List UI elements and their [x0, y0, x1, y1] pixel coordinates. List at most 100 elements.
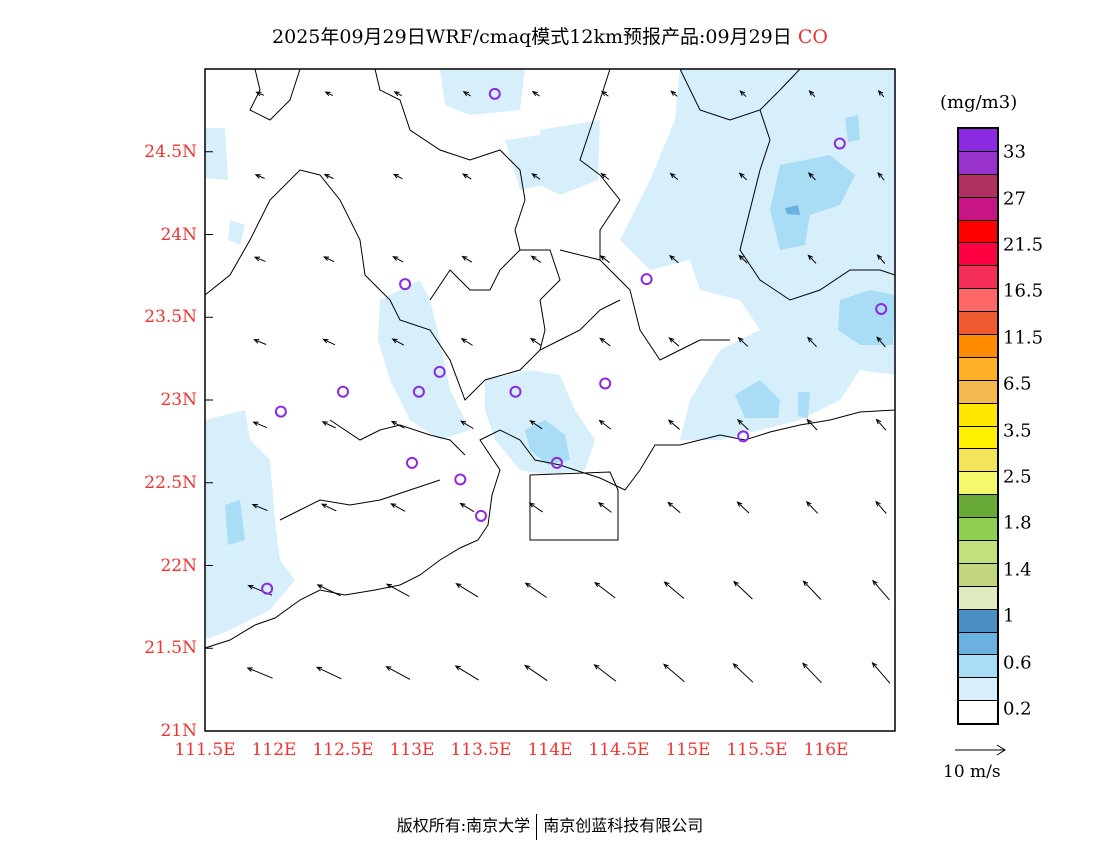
wind-arrow: [668, 337, 680, 347]
station-marker: [399, 278, 412, 291]
wind-arrow: [322, 338, 336, 346]
wind-arrow: [663, 581, 685, 599]
wind-arrow: [253, 339, 267, 345]
wind-arrow: [594, 581, 616, 599]
wind-arrow: [877, 89, 885, 98]
colorbar-swatch: [959, 289, 997, 313]
wind-arrow: [524, 664, 548, 682]
wind-arrow: [670, 90, 678, 97]
colorbar-swatch: [959, 197, 997, 221]
colorbar-swatch: [959, 586, 997, 610]
copyright-right: 南京创蓝科技有限公司: [543, 816, 704, 835]
lat-label: 22N: [160, 555, 197, 576]
wind-arrow: [737, 419, 749, 431]
wind-arrow: [320, 503, 337, 512]
wind-arrow: [875, 418, 887, 431]
lat-label: 22.5N: [144, 472, 197, 493]
colorbar-label: 11.5: [1003, 327, 1044, 349]
lon-label: 111.5E: [174, 740, 236, 760]
wind-arrow: [808, 89, 816, 98]
colorbar-swatch: [959, 129, 997, 152]
lon-label: 112E: [251, 740, 297, 760]
colorbar-swatch: [959, 472, 997, 496]
wind-arrow: [323, 256, 335, 263]
wind-arrow: [805, 500, 819, 514]
wind-arrow: [531, 173, 541, 180]
wind-arrow: [459, 502, 475, 513]
wind-arrow: [254, 174, 265, 179]
colorbar-unit: (mg/m3): [940, 92, 1018, 113]
wind-arrow: [732, 662, 754, 683]
wind-arrow: [315, 666, 342, 680]
station-marker: [833, 137, 846, 150]
wind-arrow: [529, 337, 542, 347]
colorbar-swatch: [959, 312, 997, 336]
wind-arrow: [802, 580, 822, 600]
wind-arrow: [601, 90, 609, 97]
colorbar-label: 33: [1003, 141, 1026, 163]
station-marker: [406, 456, 418, 469]
colorbar-label: 0.6: [1003, 652, 1032, 674]
colorbar-label: 1.4: [1003, 559, 1032, 581]
lon-label: 113E: [389, 740, 435, 760]
colorbar-label: 27: [1003, 188, 1026, 210]
wind-arrow: [524, 582, 547, 598]
co-shading-mid: [225, 115, 895, 545]
wind-arrow: [600, 172, 610, 180]
colorbar-swatch: [959, 357, 997, 381]
co-shading: [205, 69, 895, 640]
colorbar-swatch: [959, 335, 997, 358]
lat-label: 24.5N: [144, 141, 197, 162]
station-marker: [261, 582, 274, 595]
wind-arrow: [871, 661, 891, 684]
wind-arrow: [806, 418, 818, 431]
wind-arrow: [252, 421, 267, 428]
wind-arrow: [316, 584, 341, 597]
wind-arrow: [392, 173, 403, 180]
wind-legend-label: 10 m/s: [943, 762, 1001, 782]
colorbar-label: 16.5: [1003, 280, 1044, 302]
station-marker: [509, 385, 522, 398]
wind-arrow: [255, 91, 265, 97]
station-marker: [454, 473, 467, 486]
wind-arrow: [667, 419, 680, 430]
station-marker: [875, 302, 888, 315]
wind-arrow: [662, 663, 685, 683]
lon-label: 112.5E: [312, 740, 374, 760]
colorbar-swatch: [959, 701, 997, 724]
colorbar-swatch: [959, 541, 997, 564]
wind-arrow: [323, 173, 334, 180]
wind-arrow: [599, 255, 610, 264]
station-marker: [550, 456, 563, 469]
wind-arrow: [462, 91, 471, 97]
lat-label: 24N: [160, 224, 197, 245]
wind-arrow: [529, 420, 543, 430]
station-marker: [433, 365, 446, 378]
colorbar-swatch: [959, 655, 997, 679]
wind-vectors: [246, 89, 891, 684]
wind-arrow: [808, 172, 816, 181]
colorbar-label: 6.5: [1003, 373, 1032, 395]
colorbar-swatch: [959, 609, 997, 633]
wind-arrow: [454, 665, 479, 681]
wind-arrow: [528, 502, 543, 513]
colorbar-swatch: [959, 174, 997, 198]
colorbar-label: 3.5: [1003, 420, 1032, 442]
lat-label: 23N: [160, 390, 197, 410]
colorbar-label: 21.5: [1003, 234, 1044, 256]
wind-arrow: [733, 580, 753, 600]
station-markers: [261, 87, 888, 595]
wind-arrow: [321, 421, 336, 429]
wind-arrow: [324, 91, 334, 97]
co-shading-high: [785, 205, 800, 215]
wind-arrow: [530, 255, 542, 263]
wind-arrow: [736, 501, 750, 514]
colorbar-label: 2.5: [1003, 466, 1032, 488]
wind-arrow: [462, 173, 472, 180]
colorbar-swatch: [959, 243, 997, 267]
wind-arrow: [455, 583, 479, 598]
wind-arrow: [593, 664, 617, 682]
wind-arrow: [806, 336, 817, 348]
wind-arrow: [460, 338, 473, 346]
